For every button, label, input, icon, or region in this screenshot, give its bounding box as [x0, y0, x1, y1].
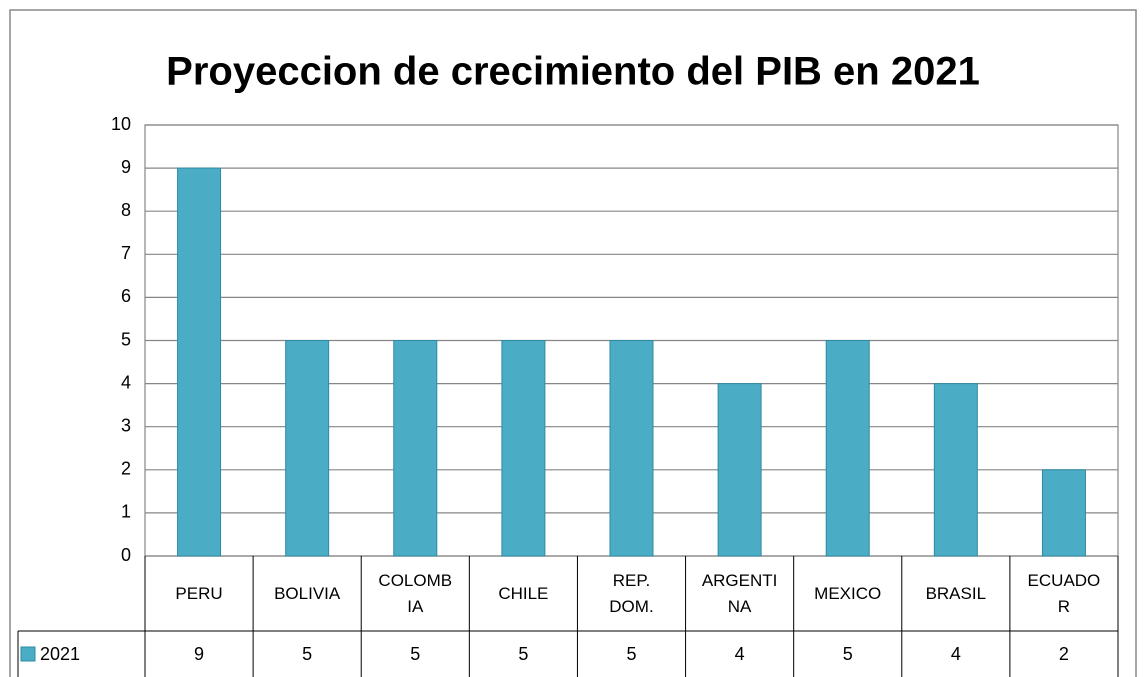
x-tick-label: BOLIVIA — [274, 583, 341, 603]
bar — [825, 340, 870, 557]
x-tick-label-cell: MEXICO — [794, 556, 902, 631]
bar — [285, 340, 330, 557]
data-table-value: 5 — [843, 644, 853, 664]
legend-label: 2021 — [40, 644, 80, 664]
x-tick-label-box: COLOMBIA — [361, 556, 469, 631]
y-tick-label: 1 — [121, 502, 131, 522]
chart-title: Proyeccion de crecimiento del PIB en 202… — [166, 50, 980, 94]
data-table-value: 5 — [410, 644, 420, 664]
x-tick-label-box: PERU — [145, 556, 253, 631]
legend-swatch — [20, 646, 36, 662]
x-tick-label-box: ECUADOR — [1010, 556, 1118, 631]
x-tick-label: ARGENTINA — [701, 570, 778, 616]
bar — [609, 340, 654, 557]
x-tick-label: COLOMBIA — [378, 570, 453, 616]
x-tick-label-box: MEXICO — [794, 556, 902, 631]
data-table-value: 2 — [1059, 644, 1069, 664]
x-tick-label-cell: PERU — [145, 556, 253, 631]
x-tick-label-box: REP. DOM. — [577, 556, 685, 631]
bar — [933, 383, 978, 557]
chart-border — [9, 9, 1137, 677]
y-tick-label: 5 — [121, 329, 131, 349]
x-tick-label: CHILE — [498, 583, 549, 603]
data-table-value: 5 — [302, 644, 312, 664]
x-tick-label-cell: BRASIL — [902, 556, 1010, 631]
bar — [393, 340, 438, 557]
bar — [177, 167, 222, 557]
x-tick-label-cell: CHILE — [469, 556, 577, 631]
data-table-value: 5 — [518, 644, 528, 664]
x-tick-label-cell: BOLIVIA — [253, 556, 361, 631]
y-tick-label: 2 — [121, 459, 131, 479]
x-tick-label-box: ARGENTINA — [686, 556, 794, 631]
bar — [501, 340, 546, 557]
x-tick-label-cell: REP. DOM. — [577, 556, 685, 631]
y-tick-label: 9 — [121, 157, 131, 177]
x-tick-label-box: CHILE — [469, 556, 577, 631]
x-tick-label-box: BOLIVIA — [253, 556, 361, 631]
y-tick-label: 10 — [111, 114, 131, 134]
bar — [717, 383, 762, 557]
x-tick-label: BRASIL — [925, 583, 987, 603]
x-tick-label-cell: ARGENTINA — [686, 556, 794, 631]
bar — [1041, 469, 1086, 557]
x-tick-label: MEXICO — [814, 583, 882, 603]
y-tick-label: 4 — [121, 372, 131, 392]
y-tick-label: 8 — [121, 200, 131, 220]
x-tick-label-cell: COLOMBIA — [361, 556, 469, 631]
data-table-value: 4 — [951, 644, 961, 664]
data-table-value: 9 — [194, 644, 204, 664]
x-tick-label-box: BRASIL — [902, 556, 1010, 631]
x-tick-label-cell: ECUADOR — [1010, 556, 1118, 631]
data-table-value: 5 — [626, 644, 636, 664]
y-tick-label: 0 — [121, 545, 131, 565]
x-tick-label: PERU — [175, 583, 223, 603]
x-tick-label: ECUADOR — [1027, 570, 1101, 616]
x-tick-label: REP. DOM. — [609, 570, 654, 616]
y-tick-label: 3 — [121, 415, 131, 435]
y-tick-label: 7 — [121, 243, 131, 263]
data-table-value: 4 — [735, 644, 745, 664]
y-tick-label: 6 — [121, 286, 131, 306]
